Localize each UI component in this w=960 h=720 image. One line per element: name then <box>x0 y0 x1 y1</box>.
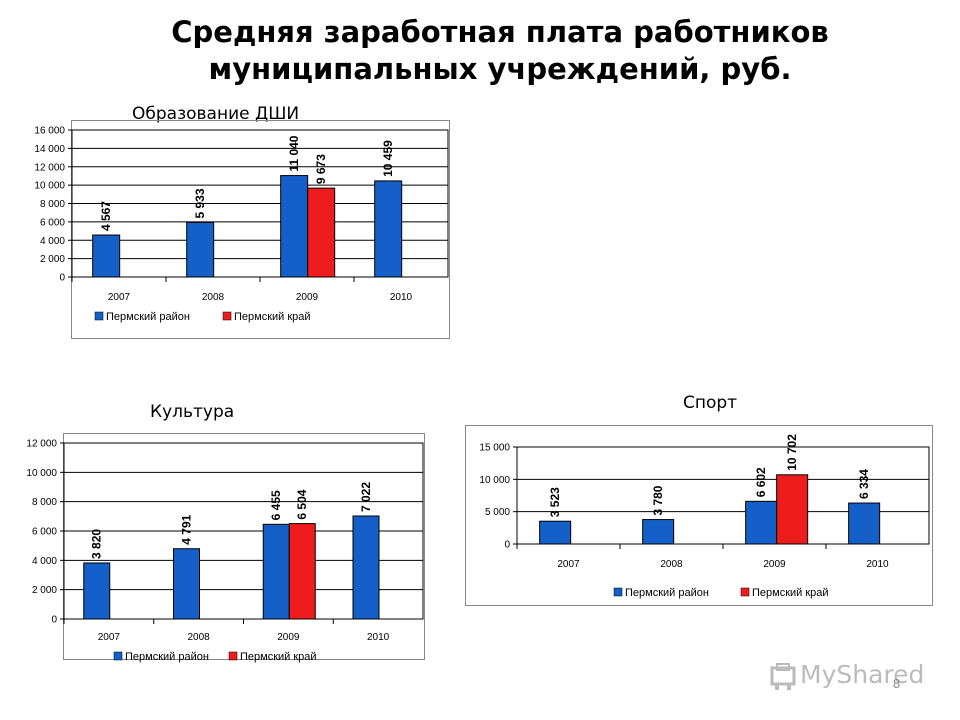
page-title-line2: муниципальных учреждений, руб. <box>208 52 792 86</box>
page-number: 8 <box>893 676 901 691</box>
y-tick-label: 15 000 <box>479 443 510 454</box>
x-tick-label: 2008 <box>202 292 225 303</box>
legend-swatch <box>740 587 750 597</box>
x-tick-label: 2007 <box>108 292 131 303</box>
data-label: 4 791 <box>179 514 193 544</box>
data-label: 6 602 <box>754 467 768 497</box>
y-tick-label: 4 000 <box>32 556 57 567</box>
x-tick-label: 2010 <box>866 559 889 570</box>
y-tick-label: 2 000 <box>32 585 57 596</box>
data-label: 9 673 <box>314 154 328 184</box>
data-label: 6 334 <box>857 469 871 499</box>
data-label: 7 022 <box>359 482 373 512</box>
bar <box>83 562 111 620</box>
legend-swatch <box>113 651 123 661</box>
y-tick-label: 10 000 <box>479 475 510 486</box>
x-tick-label: 2008 <box>660 559 683 570</box>
chart-0: 0 2 000 4 000 6 000 8 000 10 000 12 000 14 000 1… <box>34 120 450 339</box>
chart-title-education: Образование ДШИ <box>132 104 300 124</box>
legend-label: Пермский район <box>106 311 190 323</box>
y-tick-label: 8 000 <box>40 199 65 210</box>
bar <box>307 187 336 278</box>
data-label: 10 459 <box>381 140 395 177</box>
bar <box>848 502 881 545</box>
chart-title-culture: Культура <box>150 402 235 422</box>
y-tick-label: 5 000 <box>485 507 510 518</box>
logo-icon <box>770 663 796 690</box>
legend-swatch <box>222 311 232 321</box>
y-tick-label: 0 <box>504 540 510 551</box>
chart-2: 0 5 000 10 000 15 000 2007 3 523 2008 3 780 2009… <box>465 425 933 606</box>
legend-label: Пермский край <box>752 587 829 599</box>
data-label: 5 933 <box>193 188 207 218</box>
myshared-logo: MyShared <box>766 656 924 696</box>
y-tick-label: 10 000 <box>34 181 65 192</box>
bar <box>288 523 316 620</box>
y-tick-label: 10 000 <box>26 468 57 479</box>
x-tick-label: 2007 <box>98 632 121 643</box>
bar <box>186 221 215 278</box>
bar <box>352 515 380 620</box>
bar <box>539 520 572 545</box>
bar <box>92 234 121 278</box>
data-label: 3 780 <box>651 485 665 515</box>
data-label: 6 504 <box>295 489 309 519</box>
page-title-line1: Средняя заработная плата работников <box>171 15 829 49</box>
data-label: 10 702 <box>785 434 799 471</box>
y-tick-label: 6 000 <box>40 217 65 228</box>
logo-text: MyShared <box>800 660 925 689</box>
bar <box>280 175 309 278</box>
y-tick-label: 12 000 <box>34 162 65 173</box>
legend-label: Пермский край <box>240 651 317 663</box>
bar <box>374 180 403 278</box>
bar <box>745 500 778 545</box>
x-tick-label: 2007 <box>557 559 580 570</box>
x-tick-label: 2009 <box>277 632 300 643</box>
legend-swatch <box>228 651 238 661</box>
bar <box>776 474 809 545</box>
bar <box>172 548 200 620</box>
y-tick-label: 4 000 <box>40 236 65 247</box>
page-title: Средняя заработная плата работников муни… <box>80 14 920 88</box>
data-label: 3 523 <box>548 487 562 517</box>
y-tick-label: 12 000 <box>26 439 57 450</box>
x-tick-label: 2009 <box>763 559 786 570</box>
legend-label: Пермский район <box>125 651 209 663</box>
y-tick-label: 16 000 <box>34 126 65 137</box>
data-label: 11 040 <box>287 135 301 171</box>
data-label: 3 820 <box>90 529 104 559</box>
x-tick-label: 2009 <box>296 292 319 303</box>
y-tick-label: 0 <box>51 615 57 626</box>
chart-frame <box>465 425 933 606</box>
bar <box>642 519 675 545</box>
chart-1: 0 2 000 4 000 6 000 8 000 10 000 12 000 2007 3 8… <box>26 433 425 663</box>
data-label: 4 567 <box>99 201 113 231</box>
x-tick-label: 2008 <box>188 632 211 643</box>
y-tick-label: 14 000 <box>34 144 65 155</box>
x-tick-label: 2010 <box>390 292 413 303</box>
bar <box>262 523 290 620</box>
legend-swatch <box>613 587 623 597</box>
y-tick-label: 2 000 <box>40 254 65 265</box>
data-label: 6 455 <box>269 490 283 520</box>
x-tick-label: 2010 <box>367 632 390 643</box>
legend-label: Пермский край <box>234 311 311 323</box>
legend-swatch <box>94 311 104 321</box>
chart-title-sport: Спорт <box>683 393 738 413</box>
y-tick-label: 0 <box>59 273 65 284</box>
y-tick-label: 6 000 <box>32 527 57 538</box>
y-tick-label: 8 000 <box>32 497 57 508</box>
legend-label: Пермский район <box>625 587 709 599</box>
